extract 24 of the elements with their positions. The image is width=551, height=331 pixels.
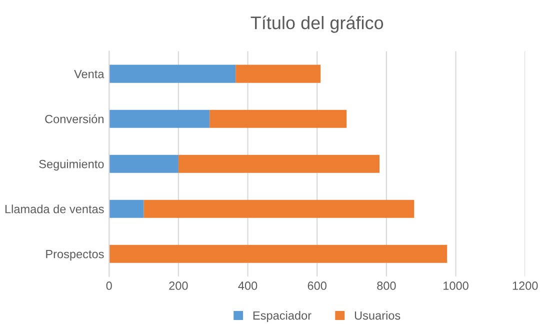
chart-title: Título del gráfico (250, 16, 384, 33)
x-tick-label: 0 (106, 282, 112, 290)
x-tick-label: 200 (169, 282, 188, 290)
y-tick-label: Venta (74, 70, 104, 78)
x-tick-label: 1200 (512, 282, 538, 290)
x-tick-label: 400 (238, 282, 258, 290)
bar (109, 244, 448, 263)
y-tick-label: Conversión (45, 114, 104, 124)
bar (109, 200, 144, 218)
legend-label: Usuarios (354, 311, 400, 320)
bar (210, 110, 347, 128)
bar (109, 64, 236, 83)
x-tick-label: 600 (308, 282, 326, 290)
x-tick-label: 800 (377, 282, 396, 290)
y-tick-label: Prospectos (46, 250, 104, 261)
legend-label: Espaciador (253, 311, 312, 322)
y-tick-label: Llamada de ventas (5, 204, 104, 214)
bar (109, 110, 210, 128)
bar (236, 64, 321, 83)
bar (178, 154, 380, 173)
y-tick-label: Seguimiento (39, 160, 104, 171)
bar (144, 200, 414, 218)
bar (109, 154, 178, 173)
x-tick-label: 1000 (444, 282, 468, 290)
